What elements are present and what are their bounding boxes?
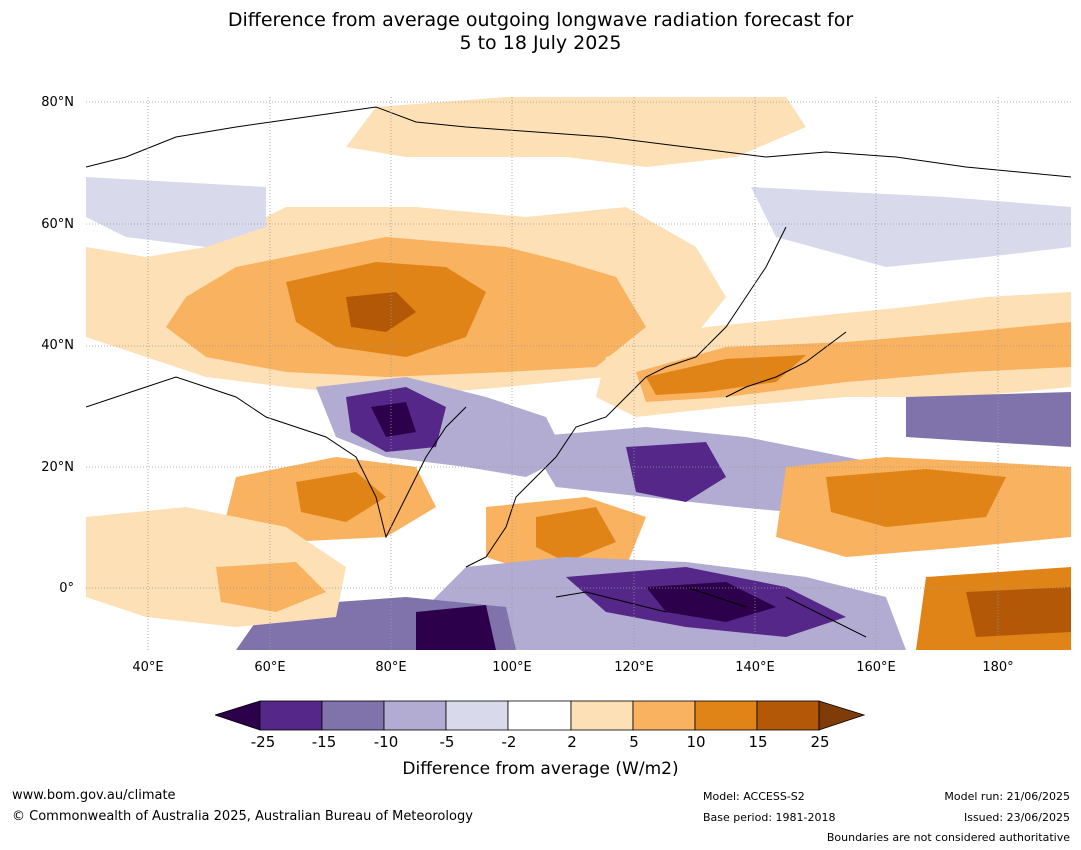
colorbar-tick-neg15: -15	[311, 733, 337, 751]
anomaly-region-philippine-sea-strong	[626, 442, 726, 502]
lon-label-180: 180°	[982, 660, 1014, 675]
lat-label-40n: 40°N	[41, 338, 74, 353]
lon-label-140e: 140°E	[735, 660, 775, 675]
footer-base-period: Base period: 1981-2018	[703, 811, 836, 824]
colorbar-tick-10: 10	[686, 733, 706, 751]
anomaly-region-japan-core	[646, 355, 806, 395]
lon-label-160e: 160°E	[856, 660, 896, 675]
map-gridlines	[86, 97, 1071, 650]
anomaly-region-south-china-core	[536, 507, 616, 562]
anomaly-region-indian-ocean-core	[416, 605, 496, 650]
colorbar-tick-15: 15	[748, 733, 768, 751]
lat-label-20n: 20°N	[41, 460, 74, 475]
colorbar	[215, 700, 865, 731]
footer-website: www.bom.gov.au/climate	[12, 788, 176, 803]
footer-copyright: © Commonwealth of Australia 2025, Austra…	[12, 809, 473, 824]
colorbar-segment-5-10	[632, 700, 696, 731]
colorbar-segment-neg25-neg15	[259, 700, 323, 731]
anomaly-region-arabian-sea-core	[296, 472, 386, 522]
lat-label-60n: 60°N	[41, 217, 74, 232]
lon-label-60e: 60°E	[254, 660, 286, 675]
anomaly-region-central-pacific-core	[826, 469, 1006, 527]
footer-model: Model: ACCESS-S2	[703, 790, 805, 803]
colorbar-segment-neg2-2	[507, 700, 572, 731]
footer-issued: Issued: 23/06/2025	[963, 811, 1070, 824]
anomaly-region-north-pacific-lavender	[751, 187, 1071, 267]
coastline-eurasia	[86, 106, 1071, 568]
lon-label-40e: 40°E	[132, 660, 164, 675]
footer-model-run: Model run: 21/06/2025	[944, 790, 1070, 803]
lat-label-0: 0°	[59, 581, 74, 596]
colorbar-tick-2: 2	[567, 733, 577, 751]
map-title-line2: 5 to 18 July 2025	[459, 32, 622, 54]
anomaly-region-southwest-pacific-core	[966, 587, 1071, 637]
map-title: Difference from average outgoing longwav…	[0, 9, 1081, 55]
coastline-maritime-continent	[555, 586, 867, 638]
colorbar-segment-neg5-neg2	[445, 700, 509, 731]
colorbar-segment-neg15-neg10	[321, 700, 385, 731]
colorbar-segment-2-5	[570, 700, 634, 731]
olr-anomaly-map	[86, 97, 1071, 650]
map-title-line1: Difference from average outgoing longwav…	[227, 9, 854, 31]
colorbar-segment-neg10-neg5	[383, 700, 447, 731]
colorbar-extend-high	[818, 700, 865, 731]
anomaly-region-indonesia-core	[646, 582, 776, 622]
anomaly-region-tibet-core	[346, 292, 416, 332]
colorbar-tick-neg2: -2	[501, 733, 517, 751]
coastline-japan	[725, 331, 847, 398]
colorbar-segment-15-25	[756, 700, 820, 731]
colorbar-extend-low	[215, 700, 261, 731]
anomaly-region-europe-lavender	[86, 177, 266, 247]
lat-label-80n: 80°N	[41, 95, 74, 110]
colorbar-tick-neg10: -10	[373, 733, 399, 751]
colorbar-tick-neg5: -5	[439, 733, 455, 751]
colorbar-tick-neg25: -25	[250, 733, 276, 751]
colorbar-tick-5: 5	[629, 733, 639, 751]
colorbar-label: Difference from average (W/m2)	[402, 759, 679, 779]
anomaly-region-arctic-siberia	[346, 97, 806, 167]
anomaly-region-bay-of-bengal-core	[371, 402, 416, 437]
lon-label-120e: 120°E	[614, 660, 654, 675]
footer-boundaries-note: Boundaries are not considered authoritat…	[826, 831, 1070, 844]
anomaly-region-west-pacific-mid	[906, 392, 1071, 447]
anomaly-region-east-africa-core	[216, 562, 326, 612]
lon-label-80e: 80°E	[375, 660, 407, 675]
colorbar-segment-10-15	[694, 700, 758, 731]
colorbar-tick-25: 25	[810, 733, 830, 751]
lon-label-100e: 100°E	[492, 660, 532, 675]
